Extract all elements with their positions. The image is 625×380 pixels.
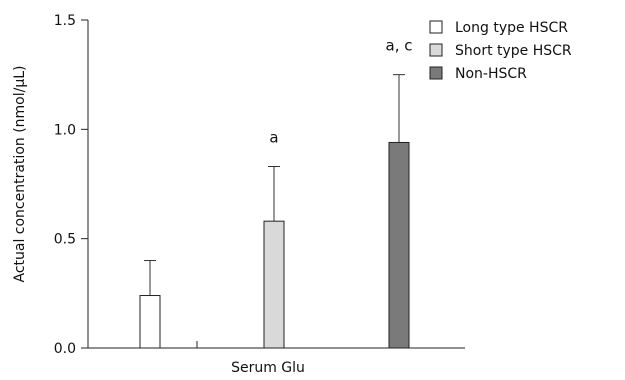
significance-label: a, c — [386, 37, 413, 55]
bars: a a, c — [139, 37, 413, 349]
y-tick-label: 1.0 — [54, 122, 76, 138]
legend-swatch — [429, 20, 443, 34]
y-tick-label: 1.5 — [54, 13, 76, 29]
legend-swatch — [429, 43, 443, 57]
y-tick-label: 0.0 — [54, 341, 76, 357]
y-ticks: 0.0 0.5 1.0 1.5 — [54, 13, 88, 357]
bar-3 — [388, 141, 410, 349]
legend-label: Short type HSCR — [455, 43, 572, 59]
y-tick-label: 0.5 — [54, 232, 76, 248]
legend-item: Short type HSCR — [429, 43, 572, 59]
significance-label: a — [269, 129, 278, 147]
bar-1 — [139, 295, 161, 349]
y-axis-label: Actual concentration (nmol/μL) — [12, 65, 28, 282]
legend-label: Long type HSCR — [455, 20, 568, 36]
bar-2 — [263, 220, 285, 349]
legend-item: Long type HSCR — [429, 20, 568, 36]
x-axis-label: Serum Glu — [231, 360, 305, 376]
legend-item: Non-HSCR — [429, 66, 527, 82]
legend-label: Non-HSCR — [455, 66, 527, 82]
legend: Long type HSCR Short type HSCR Non-HSCR — [429, 20, 572, 82]
legend-swatch — [429, 66, 443, 80]
